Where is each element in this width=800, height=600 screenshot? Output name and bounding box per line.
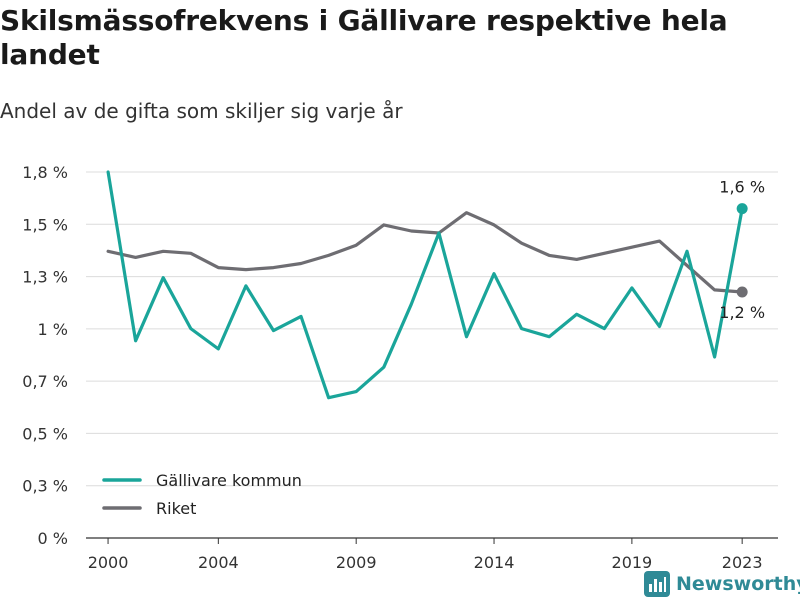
end-label-gallivare: 1,6 % [719, 178, 765, 197]
bar-chart-logo-icon [644, 571, 670, 597]
y-tick-label: 1,8 % [22, 163, 68, 182]
y-tick-label: 0,5 % [22, 424, 68, 443]
y-tick-label: 0,7 % [22, 372, 68, 391]
x-axis: 2000 2004 2009 2014 2019 2023 [88, 538, 763, 572]
x-tick-label: 2000 [88, 553, 129, 572]
x-tick-label: 2023 [722, 553, 763, 572]
grid [86, 171, 778, 539]
x-tick-label: 2014 [474, 553, 515, 572]
y-axis: 0 % 0,3 % 0,5 % 0,7 % 1 % 1,3 % 1,5 % 1,8 % [22, 163, 68, 548]
y-tick-label: 0 % [38, 529, 68, 548]
legend: Gällivare kommun Riket [102, 471, 302, 518]
series-line-gallivare [106, 170, 744, 400]
brand-name: Newsworthy [676, 573, 800, 595]
chart-title: Skilsmässofrekvens i Gällivare respektiv… [0, 4, 728, 71]
x-tick-label: 2019 [612, 553, 653, 572]
end-label-riket: 1,2 % [719, 303, 765, 322]
x-tick-label: 2004 [198, 553, 239, 572]
y-tick-label: 1,5 % [22, 215, 68, 234]
chart-subtitle: Andel av de gifta som skiljer sig varje … [0, 99, 403, 123]
y-tick-label: 0,3 % [22, 477, 68, 496]
end-point-riket [736, 286, 748, 298]
series-layer: 1,6 % 1,2 % [106, 170, 765, 400]
legend-label: Riket [156, 499, 196, 518]
y-tick-label: 1 % [38, 320, 68, 339]
y-tick-label: 1,3 % [22, 268, 68, 287]
end-point-gallivare [736, 203, 748, 215]
brand-logo: Newsworthy [644, 568, 800, 600]
series-line-riket [106, 211, 744, 294]
legend-label: Gällivare kommun [156, 471, 302, 490]
x-tick-label: 2009 [336, 553, 377, 572]
